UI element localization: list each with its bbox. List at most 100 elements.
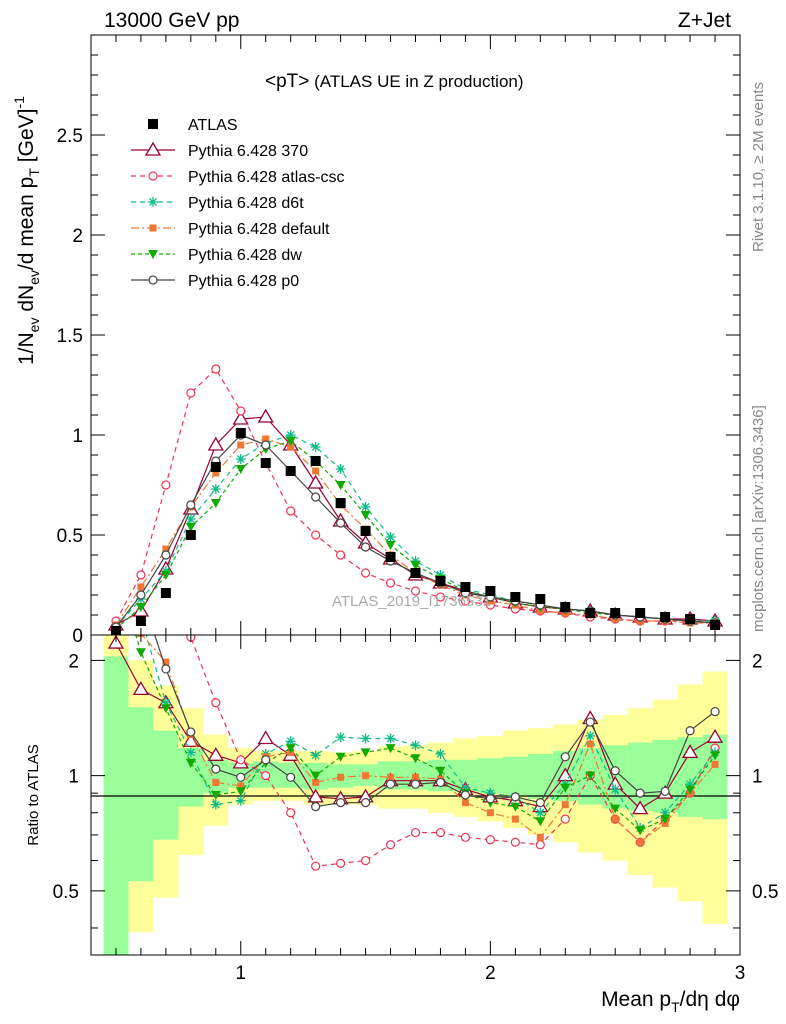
main-point-3-5 xyxy=(237,441,245,449)
ratio-ytick-label-left: 2 xyxy=(68,651,79,672)
ratio-ytick-label-right: 2 xyxy=(752,651,763,672)
main-point-4-1 xyxy=(135,603,146,612)
xlabel-sub: T xyxy=(671,999,680,1015)
main-point-5-3 xyxy=(186,500,196,510)
legend-label-3: Pythia 6.428 d6t xyxy=(188,195,304,212)
band-inner-0 xyxy=(103,656,129,955)
ratio-point-4-17 xyxy=(535,817,546,827)
ratio-point-5-21 xyxy=(635,788,645,798)
ratio-point-2-2 xyxy=(160,697,171,708)
ratio-point-3-11 xyxy=(387,773,395,781)
main-series-6 xyxy=(110,428,721,635)
ratio-point-4-7 xyxy=(285,744,296,754)
ratio-point-3-20 xyxy=(611,815,619,823)
main-point-4-7 xyxy=(285,437,296,446)
ratio-point-4-16 xyxy=(510,802,521,812)
ratio-xtick-label: 1 xyxy=(235,963,246,984)
ratio-series-group xyxy=(107,563,724,871)
main-point-5-9 xyxy=(336,518,346,528)
main-point-0-4 xyxy=(207,436,224,451)
ratio-point-4-20 xyxy=(610,804,621,814)
main-point-0-8 xyxy=(307,474,324,489)
ratio-point-2-5 xyxy=(235,795,246,806)
main-point-2-8 xyxy=(310,442,321,452)
ratio-point-1-15 xyxy=(485,835,495,845)
ratio-point-3-2 xyxy=(162,658,170,666)
main-point-6-20 xyxy=(610,608,621,618)
ratio-point-4-13 xyxy=(435,766,446,776)
band-inner-3 xyxy=(178,748,204,807)
ratio-plot-panel: 0.5 0.5 1 1 2 2 1 2 3 xyxy=(53,563,778,984)
ratio-point-2-10 xyxy=(360,733,371,744)
legend-item-6: Pythia 6.428 p0 xyxy=(131,273,299,290)
energy-label: 13000 GeV pp xyxy=(104,9,239,32)
ratio-point-5-18 xyxy=(560,752,570,762)
ratio-point-4-5 xyxy=(235,787,246,797)
main-point-6-16 xyxy=(510,592,521,602)
ratio-ytick-label-right: 1 xyxy=(752,767,763,788)
band-inner-16 xyxy=(502,756,528,795)
main-point-6-15 xyxy=(485,586,496,596)
main-point-6-17 xyxy=(535,594,546,604)
main-ytick-label: 1.5 xyxy=(57,326,83,347)
y-axis-label: 1/Nev dNev/d mean pT [GeV]-1 xyxy=(11,96,42,365)
ylabel-sup-d: -1 xyxy=(11,96,27,109)
main-y-ticks: 0 0.5 1 1.5 2 2.5 xyxy=(57,35,741,647)
main-ytick-label: 1 xyxy=(72,426,83,447)
x-axis-label: Mean pT/dη dφ xyxy=(601,988,740,1015)
ratio-point-0-4 xyxy=(207,747,224,761)
ratio-y-axis-label: Ratio to ATLAS xyxy=(25,744,42,845)
ratio-frame xyxy=(90,634,741,956)
ylabel-sub-a: ev xyxy=(26,318,42,333)
ratio-point-1-14 xyxy=(460,832,471,842)
ratio-ytick-label-left: 0.5 xyxy=(53,882,79,903)
main-point-2-3 xyxy=(185,514,196,524)
legend-label-4: Pythia 6.428 default xyxy=(188,221,330,238)
ratio-ytick-label-right: 0.5 xyxy=(752,882,778,903)
main-point-4-10 xyxy=(360,511,371,520)
main-point-3-6 xyxy=(262,435,270,443)
ratio-point-5-13 xyxy=(435,777,446,788)
main-point-6-14 xyxy=(460,582,471,592)
main-point-1-2 xyxy=(161,480,171,490)
ratio-point-3-9 xyxy=(337,773,345,781)
ratio-point-3-12 xyxy=(412,773,419,781)
ratio-point-3-8 xyxy=(312,778,320,786)
mcplots-label: mcplots.cern.ch [arXiv:1306.3436] xyxy=(750,405,767,632)
ratio-point-5-0 xyxy=(112,563,120,571)
main-point-1-1 xyxy=(136,570,146,580)
main-point-4-5 xyxy=(235,465,246,474)
legend: ATLAS Pythia 6.428 370 Pythia 6.428 atlas-… xyxy=(131,117,345,290)
ylabel-sub-c: T xyxy=(26,168,42,177)
ratio-point-5-15 xyxy=(485,794,495,804)
main-point-6-21 xyxy=(635,608,646,618)
ratio-point-5-7 xyxy=(286,772,296,782)
ratio-point-2-14 xyxy=(460,782,471,793)
ratio-point-0-6 xyxy=(257,730,274,745)
main-point-6-10 xyxy=(360,526,371,536)
ratio-point-3-14 xyxy=(461,799,469,807)
ratio-point-1-4 xyxy=(211,698,221,708)
main-point-6-12 xyxy=(410,568,421,578)
ratio-point-1-0 xyxy=(112,563,120,571)
main-point-1-13 xyxy=(435,592,446,602)
ratio-point-1-7 xyxy=(286,808,296,818)
legend-marker-2 xyxy=(148,171,158,181)
main-point-6-19 xyxy=(585,608,596,618)
main-point-6-1 xyxy=(135,616,146,626)
legend-label-6: Pythia 6.428 p0 xyxy=(188,273,299,290)
legend-marker-4 xyxy=(149,224,157,232)
ratio-point-5-20 xyxy=(610,766,620,776)
ylabel-part-c: /d mean p xyxy=(15,177,38,270)
ratio-point-5-19 xyxy=(585,717,595,727)
ratio-point-2-20 xyxy=(610,784,621,795)
ratio-point-0-1 xyxy=(132,681,150,696)
ratio-point-5-17 xyxy=(535,798,545,808)
main-series-group xyxy=(107,364,724,635)
band-inner-1 xyxy=(128,707,154,882)
main-point-4-4 xyxy=(210,499,221,508)
legend-label-5: Pythia 6.428 dw xyxy=(188,247,302,264)
main-point-4-12 xyxy=(410,561,421,570)
main-point-6-11 xyxy=(385,552,396,562)
main-point-0-6 xyxy=(257,408,274,423)
